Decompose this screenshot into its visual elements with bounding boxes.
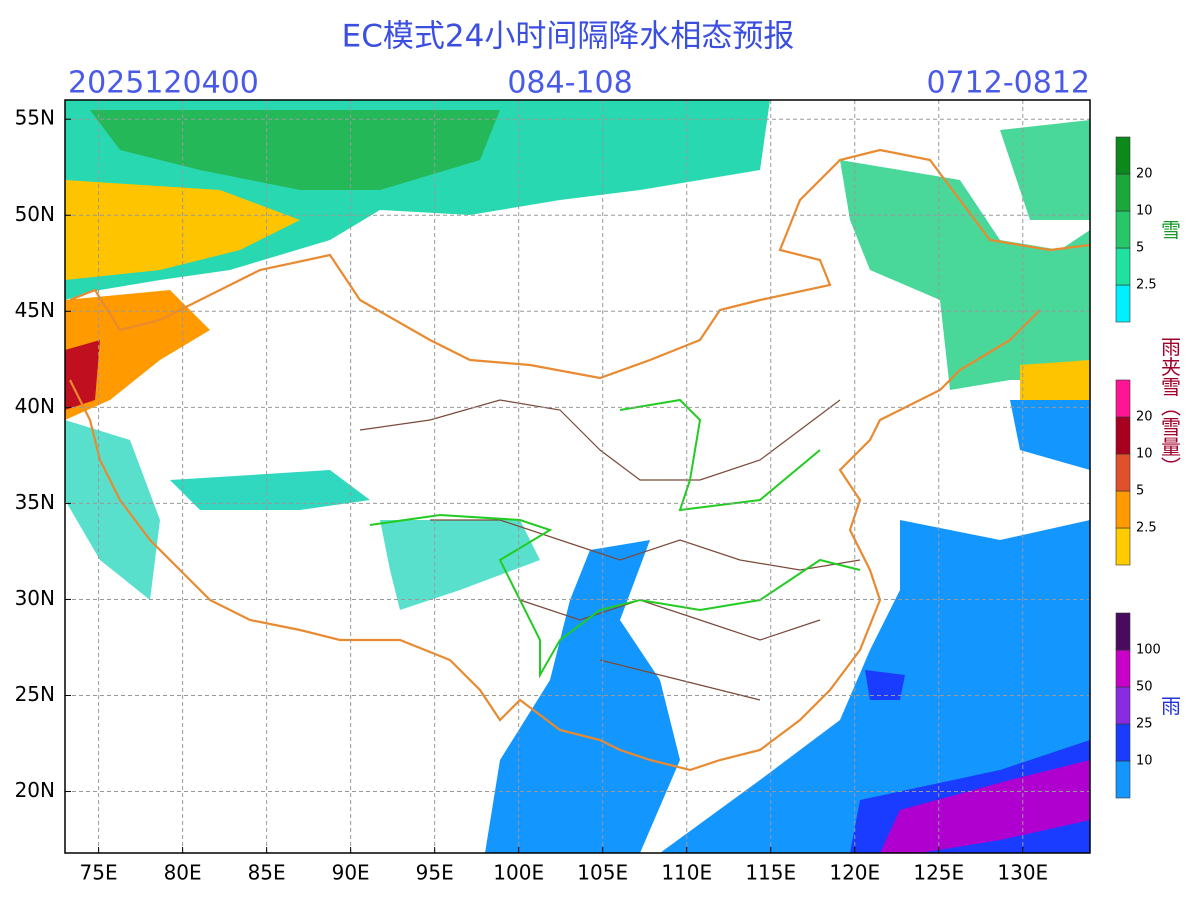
- lat-tick-label: 55N: [15, 106, 55, 130]
- snow-area: [840, 160, 1090, 390]
- legend-swatch: [1115, 649, 1131, 688]
- lat-tick-label: 20N: [15, 778, 55, 802]
- legend-swatch: [1115, 379, 1131, 418]
- lon-tick-label: 115E: [745, 861, 796, 885]
- legend-label: 雨: [1158, 696, 1182, 716]
- legend-level: 2.5: [1136, 278, 1157, 293]
- rain-area: [865, 670, 905, 700]
- mix-area: [1020, 360, 1090, 405]
- lon-tick-label: 85E: [248, 861, 286, 885]
- legend-swatch: [1115, 284, 1131, 323]
- lon-tick-label: 75E: [80, 861, 118, 885]
- lon-tick-label: 100E: [493, 861, 544, 885]
- lon-tick-label: 90E: [332, 861, 370, 885]
- lat-tick-label: 40N: [15, 394, 55, 418]
- lon-tick-label: 120E: [829, 861, 880, 885]
- legend-swatch: [1115, 247, 1131, 286]
- legend-swatch: [1115, 453, 1131, 492]
- rain-area: [880, 760, 1090, 853]
- lat-tick-label: 35N: [15, 490, 55, 514]
- legend-label: 雪: [1158, 220, 1182, 240]
- rain-area: [485, 540, 680, 853]
- river: [369, 398, 861, 679]
- legend-level: 100: [1136, 643, 1161, 658]
- snow-area: [1000, 120, 1090, 220]
- precip-field: [65, 100, 1090, 853]
- rain-area: [1010, 400, 1090, 470]
- lat-tick-label: 25N: [15, 682, 55, 706]
- lat-tick-label: 30N: [15, 586, 55, 610]
- legend-level: 25: [1136, 717, 1153, 732]
- legend-swatch: [1115, 686, 1131, 725]
- legend-label: 雨夹雪（雪量）: [1158, 337, 1182, 477]
- legend-level: 2.5: [1136, 521, 1157, 536]
- lon-tick-label: 105E: [577, 861, 628, 885]
- province-border: [359, 399, 861, 701]
- legend-swatch: [1115, 723, 1131, 762]
- legend-level: 10: [1136, 447, 1153, 462]
- lon-tick-label: 130E: [997, 861, 1048, 885]
- lead-hours: 084-108: [507, 66, 632, 101]
- mix-area: [65, 290, 210, 420]
- country-border: [69, 148, 1090, 772]
- legend-swatch: [1115, 612, 1131, 651]
- legend-level: 10: [1136, 754, 1153, 769]
- legend-level: 20: [1136, 167, 1153, 182]
- title: EC模式24小时间隔降水相态预报: [342, 19, 795, 55]
- lat-tick-label: 50N: [15, 202, 55, 226]
- legend-swatch: [1115, 527, 1131, 566]
- legend-swatch: [1115, 490, 1131, 529]
- legend-level: 10: [1136, 204, 1153, 219]
- snow-area: [90, 110, 500, 190]
- legend-swatch: [1115, 210, 1131, 249]
- lon-tick-label: 95E: [416, 861, 454, 885]
- legend-level: 5: [1136, 241, 1144, 256]
- map-frame: [64, 99, 1091, 854]
- legend-swatch: [1115, 416, 1131, 455]
- legend-level: 5: [1136, 484, 1144, 499]
- lon-tick-label: 125E: [913, 861, 964, 885]
- lon-tick-label: 110E: [661, 861, 712, 885]
- lat-tick-label: 45N: [15, 298, 55, 322]
- mix-area: [65, 340, 100, 410]
- snow-area: [380, 520, 540, 610]
- grid: [65, 100, 1090, 853]
- init-time: 2025120400: [68, 66, 259, 101]
- legend-swatch: [1115, 136, 1131, 175]
- snow-area: [65, 420, 160, 600]
- legend-level: 50: [1136, 680, 1153, 695]
- legend-swatch: [1115, 173, 1131, 212]
- legend-level: 20: [1136, 410, 1153, 425]
- lon-tick-label: 80E: [164, 861, 202, 885]
- valid-period: 0712-0812: [926, 66, 1090, 101]
- snow-area: [170, 470, 370, 510]
- legend-swatch: [1115, 760, 1131, 799]
